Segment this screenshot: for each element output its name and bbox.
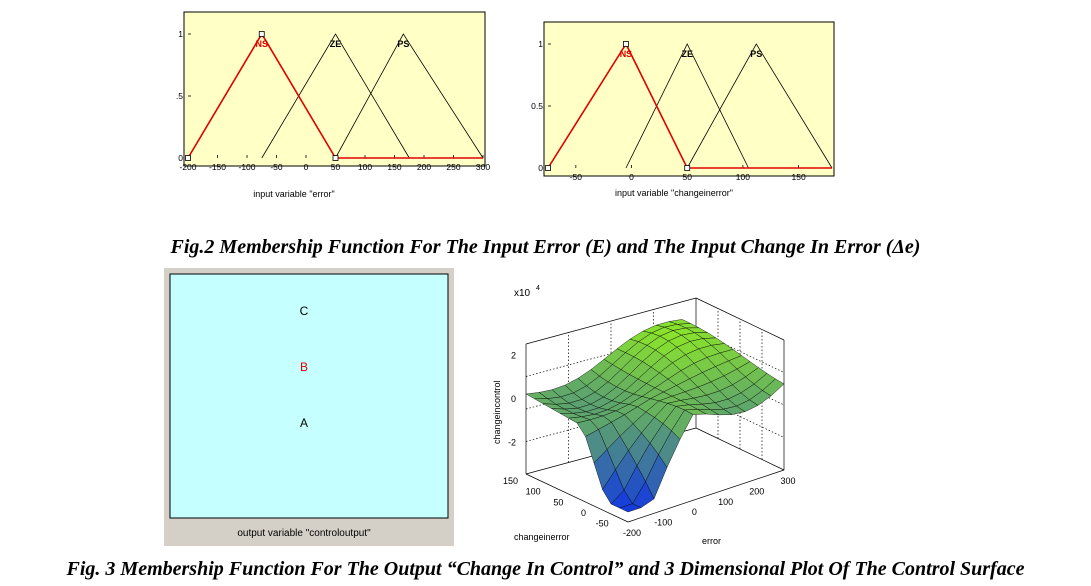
mf-label-ns: NS: [255, 39, 268, 49]
x-tick-label: 50: [331, 162, 341, 172]
plot-area: [543, 21, 835, 177]
box-edge: [627, 469, 785, 523]
mf-vertex-marker: [623, 41, 629, 47]
z-multiplier: x10: [514, 288, 531, 299]
plot-area: [183, 11, 486, 167]
y-tick-label: -50: [596, 519, 609, 529]
x-tick-label: -150: [209, 162, 226, 172]
changeinerror-mf-plot: -50 0 50 100 150 0 0.5 1 ZE PS NS input variable "…: [531, 21, 835, 198]
mf-vertex-marker: [684, 165, 691, 171]
x-axis-label: output variable "controloutput": [237, 528, 371, 539]
mf-vertex-marker: [332, 155, 339, 161]
y-tick-label: 0: [538, 163, 543, 173]
mf-label-ps: PS: [397, 39, 409, 49]
mf-label-ns: NS: [620, 49, 633, 59]
x-tick-label: 0: [304, 162, 309, 172]
y-tick-label: 1: [538, 39, 543, 49]
mf-label-ze: ZE: [681, 49, 693, 59]
mf-label-a: A: [300, 416, 308, 430]
x-tick-label: 300: [476, 162, 490, 172]
x-tick-label: -200: [623, 528, 641, 538]
x-tick-label: 100: [736, 172, 750, 182]
y-tick-label: 100: [526, 487, 541, 497]
mf-label-c: C: [300, 304, 309, 318]
x-tick-label: 50: [682, 172, 692, 182]
y-tick-label: 0: [178, 153, 183, 163]
error-mf-plot: -200 -150 -100 -50 0 50 100 150 200 250 300 0 .5 1 ZE P…: [176, 11, 490, 199]
mf-line-ps: [686, 43, 833, 169]
z-tick-label: 0: [511, 394, 516, 404]
x-tick-label: 100: [718, 497, 733, 507]
controloutput-mf-plot: C B A output variable "controloutput": [164, 268, 454, 546]
x-tick-label: -200: [179, 162, 196, 172]
y-tick-label: 1: [178, 29, 183, 39]
mf-label-ze: ZE: [330, 39, 342, 49]
fig3-caption: Fig. 3 Membership Function For The Outpu…: [66, 558, 1025, 580]
mf-line-ps: [335, 33, 484, 159]
mf-label-ps: PS: [750, 49, 762, 59]
y-tick-label: 0.5: [531, 101, 543, 111]
z-tick-label: 2: [511, 351, 516, 361]
z-exponent: 4: [536, 285, 540, 292]
x-axis-label: input variable "changeinerror": [615, 188, 733, 198]
x-tick-label: 250: [446, 162, 460, 172]
surface-patch: [618, 503, 642, 513]
x-tick-label: 0: [692, 507, 697, 517]
x-tick-label: -50: [270, 162, 283, 172]
mf-label-b: B: [300, 360, 308, 374]
z-tick-label: -2: [508, 437, 516, 447]
x-tick-label: 0: [629, 172, 634, 182]
fig2-caption: Fig.2 Membership Function For The Input …: [170, 236, 921, 258]
z-axis-label: changeincontrol: [492, 380, 502, 444]
plot-area: [169, 273, 449, 519]
mf-vertex-marker: [545, 165, 551, 171]
x-tick-label: -50: [570, 172, 583, 182]
grid-line: [695, 395, 785, 438]
x-tick-label: 200: [749, 486, 764, 496]
y-tick-label: 150: [503, 476, 518, 486]
x-tick-label: 150: [791, 172, 805, 182]
x-tick-label: -100: [238, 162, 255, 172]
box-edge: [525, 473, 629, 523]
mf-line-ze: [261, 33, 410, 159]
x-axis-label: error: [702, 536, 721, 546]
x-tick-label: 150: [387, 162, 401, 172]
mf-line-ze: [625, 43, 749, 169]
mf-line-ns: [547, 42, 832, 169]
control-surface-plot: -2 0 2 -200 -100 0 100 200 300 -50 0 50 100 150 x10 4…: [492, 285, 796, 546]
x-tick-label: 200: [417, 162, 431, 172]
grid-line: [695, 330, 785, 373]
mf-line-ns: [187, 32, 483, 159]
x-tick-label: 100: [358, 162, 372, 172]
mf-vertex-marker: [258, 31, 265, 37]
y-tick-label: 0: [581, 508, 586, 518]
x-axis-label: input variable "error": [253, 189, 334, 199]
grid-line: [695, 362, 785, 406]
mf-vertex-marker: [185, 155, 191, 161]
y-axis-label: changeinerror: [514, 532, 570, 542]
y-tick-label: .5: [176, 91, 183, 101]
x-tick-label: -100: [654, 518, 672, 528]
x-tick-label: 300: [780, 476, 795, 486]
y-tick-label: 50: [553, 497, 563, 507]
